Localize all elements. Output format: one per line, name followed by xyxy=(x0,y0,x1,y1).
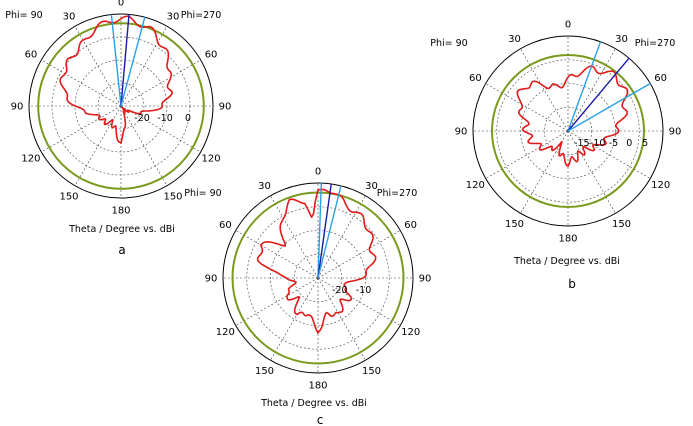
radial-tick-label: -10 xyxy=(590,138,606,149)
radial-tick-label: -10 xyxy=(356,285,372,296)
radial-tick-label: 5 xyxy=(642,138,648,149)
angle-label: 120 xyxy=(651,180,670,191)
grid-spoke xyxy=(120,26,168,107)
grid-circle xyxy=(97,82,145,130)
phi-left-label: Phi= 90 xyxy=(430,38,467,49)
grid-circle xyxy=(270,230,366,326)
angle-label: 120 xyxy=(401,327,420,338)
angle-label: 120 xyxy=(466,180,485,191)
beamwidth-line xyxy=(317,185,342,279)
angle-label: 30 xyxy=(615,34,628,45)
main-beam-line xyxy=(317,183,332,279)
outer-circle xyxy=(28,13,214,199)
radial-tick-label: 0 xyxy=(185,113,191,124)
angle-label: 30 xyxy=(63,11,76,22)
pattern-curve xyxy=(59,15,173,145)
grid-circle xyxy=(246,206,390,350)
outer-circle xyxy=(222,182,414,374)
beamwidth-line xyxy=(567,41,602,132)
axis-caption: Theta / Degree vs. dBi xyxy=(68,224,175,235)
beamwidth-line xyxy=(317,183,323,279)
angle-label: 180 xyxy=(308,381,327,392)
angle-label: 60 xyxy=(25,50,38,61)
angle-label: 150 xyxy=(163,192,182,203)
angle-label: 30 xyxy=(365,181,378,192)
grid-spoke xyxy=(41,105,122,153)
angle-label: 180 xyxy=(558,234,577,245)
beamwidth-line xyxy=(120,16,146,107)
phi-left-label: Phi= 90 xyxy=(184,188,221,199)
polar-chart-c: 0 30 60 90 120 150 180 150 120 90 60 30 -20 -10 Phi= 9… xyxy=(184,167,431,426)
angle-label: 150 xyxy=(362,366,381,377)
pattern-curve xyxy=(516,65,629,167)
main-beam-line xyxy=(567,57,630,132)
angle-label: 60 xyxy=(404,220,417,231)
angle-label: 120 xyxy=(216,327,235,338)
angle-label: 0 xyxy=(565,20,571,31)
angle-label: 180 xyxy=(111,206,130,217)
angle-label: 60 xyxy=(219,220,232,231)
grid-spoke xyxy=(270,277,319,361)
grid-circle xyxy=(496,59,640,203)
angle-label: 90 xyxy=(419,274,432,285)
outer-circle xyxy=(472,35,664,227)
angle-label: 150 xyxy=(255,366,274,377)
angle-label: 150 xyxy=(505,219,524,230)
pattern-curve xyxy=(256,188,377,334)
grid-spoke xyxy=(520,48,569,132)
grid-spoke xyxy=(120,105,168,186)
radial-tick-label: -20 xyxy=(134,113,150,124)
grid-spoke xyxy=(41,59,122,107)
main-beam-line xyxy=(120,14,130,107)
angle-label: 90 xyxy=(219,102,232,113)
reference-circle xyxy=(37,22,205,190)
panel-letter: a xyxy=(118,243,125,257)
axis-caption: Theta / Degree vs. dBi xyxy=(260,398,367,409)
beamwidth-line xyxy=(567,82,651,132)
phi-right-label: Phi=270 xyxy=(181,10,221,21)
angle-label: 150 xyxy=(612,219,631,230)
angle-label: 90 xyxy=(455,127,468,138)
angle-label: 120 xyxy=(21,154,40,165)
radial-tick-label: -5 xyxy=(609,138,618,149)
angle-label: 60 xyxy=(205,50,218,61)
panel-letter: b xyxy=(568,277,576,291)
radial-tick-label: -10 xyxy=(157,113,173,124)
angle-label: 90 xyxy=(205,274,218,285)
beamwidth-line xyxy=(110,14,122,107)
polar-chart-a: 0 30 60 90 120 150 180 150 120 90 60 30 -20 -10 0 Phi= … xyxy=(5,0,231,257)
grid-spoke xyxy=(120,105,201,153)
angle-label: 30 xyxy=(508,34,521,45)
phi-right-label: Phi=270 xyxy=(635,38,675,49)
angle-label: 60 xyxy=(469,73,482,84)
radial-tick-label: -20 xyxy=(332,285,348,296)
grid-spoke xyxy=(270,195,319,279)
phi-left-label: Phi= 90 xyxy=(5,10,42,21)
reference-circle xyxy=(491,54,645,208)
angle-label: 30 xyxy=(167,11,180,22)
angle-label: 60 xyxy=(654,73,667,84)
radial-tick-label: 0 xyxy=(626,138,632,149)
angle-label: 0 xyxy=(315,167,321,178)
grid-spoke xyxy=(120,59,201,107)
axis-caption: Theta / Degree vs. dBi xyxy=(513,256,620,267)
grid-circle xyxy=(293,253,343,303)
grid-spoke xyxy=(74,105,122,186)
angle-label: 90 xyxy=(11,102,24,113)
angle-label: 150 xyxy=(59,192,78,203)
grid-circle xyxy=(543,106,593,156)
angle-label: 90 xyxy=(669,127,682,138)
phi-right-label: Phi=270 xyxy=(377,188,417,199)
angle-label: 120 xyxy=(202,154,221,165)
radial-tick-label: -15 xyxy=(574,138,590,149)
grid-circle xyxy=(520,83,616,179)
angle-label: 0 xyxy=(118,0,124,9)
angle-label: 30 xyxy=(258,181,271,192)
panel-letter: c xyxy=(317,413,324,426)
